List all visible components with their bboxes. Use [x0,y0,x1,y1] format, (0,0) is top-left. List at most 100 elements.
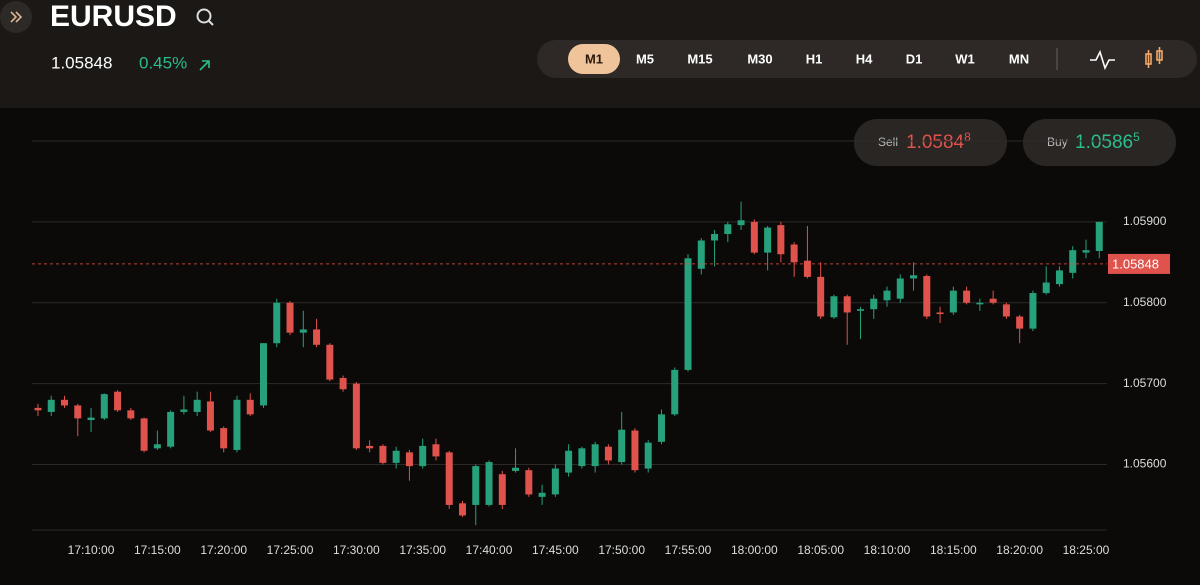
candle-body [711,234,719,241]
symbol: EURUSD [50,0,177,33]
x-tick-label: 18:25:00 [1063,543,1110,557]
candle-body [34,407,42,411]
buy-label: Buy [1047,135,1068,149]
candle-body [896,278,904,299]
candle-body [817,276,825,317]
candle-body [485,462,493,505]
search-icon[interactable] [196,8,214,26]
y-tick-label: 1.05700 [1123,376,1167,390]
candle-body [352,383,360,449]
candle-body [538,492,546,497]
candle-body [74,405,82,419]
candle-body [366,445,374,449]
current-price-label: 1.05848 [1112,256,1159,271]
candle-body [830,296,838,318]
timeframe-bar [537,40,1197,78]
candle-body [61,399,69,406]
candle-body [578,448,586,467]
candle-body [419,445,427,467]
candle-body [392,450,400,463]
x-tick-label: 18:20:00 [996,543,1043,557]
sell-label: Sell [878,135,898,149]
candle-body [790,244,798,263]
candle-body [843,296,851,313]
candle-body [1042,282,1050,294]
candle-body [697,240,705,269]
candle-body [153,444,161,449]
candle-body [1069,250,1077,273]
candle-body [379,445,387,463]
x-tick-label: 17:20:00 [200,543,247,557]
candle-body [326,344,334,380]
candle-body [100,394,108,419]
timeframe[interactable]: M30 [747,51,772,66]
x-tick-label: 18:00:00 [731,543,778,557]
candle-body [644,442,652,469]
candle-body [1055,270,1063,285]
x-tick-label: 17:50:00 [598,543,645,557]
candle-body [1016,316,1024,329]
candle-body [259,343,267,406]
sell-price-main: 1.0584 [906,132,965,153]
candle-body [313,329,321,345]
candle-body [472,466,480,505]
candle-body [498,474,506,505]
x-tick-label: 18:15:00 [930,543,977,557]
candle-body [193,399,201,412]
candle-body [565,450,573,473]
candle-body [432,444,440,457]
x-tick-label: 17:15:00 [134,543,181,557]
y-tick-label: 1.05800 [1123,295,1167,309]
candle-body [114,391,122,411]
x-tick-label: 18:10:00 [864,543,911,557]
candle-body [631,430,639,471]
x-tick-label: 17:55:00 [665,543,712,557]
buy-button[interactable] [1023,119,1176,166]
candle-body [684,258,692,370]
plot: 1.05600 1.05700 1.05800 1.05900 17:10:00 17:1… [32,201,1170,557]
line-chart-button[interactable] [1090,49,1115,71]
candle-body [445,452,453,505]
timeframe[interactable]: H1 [806,51,823,66]
candle-body [339,377,347,390]
y-tick-label: 1.05600 [1123,457,1167,471]
x-tick-label: 18:05:00 [797,543,844,557]
candle-body [1082,250,1090,253]
candle-body [405,452,413,467]
candle-body [604,446,612,461]
candle-body [976,302,984,305]
candle-body [233,399,241,450]
x-tick-label: 17:40:00 [466,543,513,557]
buy-price: 1.05865 [1075,130,1140,153]
candle-body [1029,293,1037,329]
candle-body [910,275,918,279]
candle-body [1095,221,1103,251]
timeframe[interactable]: D1 [906,51,923,66]
candle-body [870,298,878,310]
candle-body [856,309,864,311]
timeframe[interactable]: MN [1009,51,1029,66]
candle-body [246,399,254,415]
candle-body [206,401,214,431]
up-arrow [199,60,210,71]
candle-body [140,418,148,451]
candle-chart-button[interactable] [1145,47,1163,68]
candle-body [737,220,745,226]
expand-icon [10,11,23,23]
candle-body [936,312,944,315]
candle-body [167,411,175,447]
candle-body [525,470,533,495]
timeframe[interactable]: M1 [585,51,603,66]
timeframe[interactable]: H4 [856,51,873,66]
timeframe[interactable]: M5 [636,51,654,66]
price: 1.05848 [51,53,112,72]
x-tick-label: 17:25:00 [267,543,314,557]
candle-body [923,276,931,317]
timeframe[interactable]: M15 [687,51,712,66]
candle-body [180,409,188,412]
candle-body [777,225,785,255]
active-pill [568,44,620,74]
sell-button[interactable] [854,119,1007,166]
timeframe[interactable]: W1 [955,51,975,66]
